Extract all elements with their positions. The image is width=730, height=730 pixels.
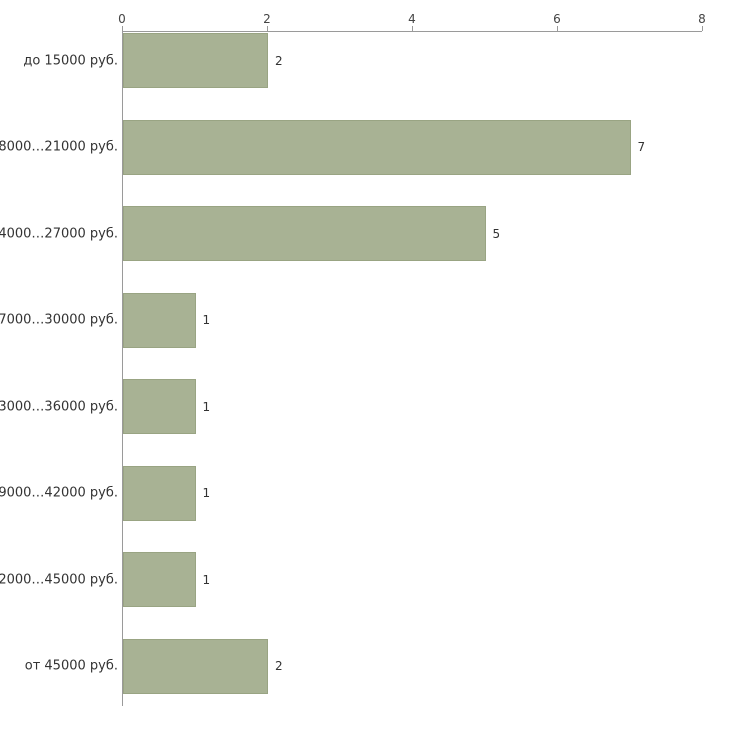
category-label: 42000…45000 руб. (0, 572, 118, 587)
value-label: 1 (202, 486, 211, 500)
value-label: 2 (275, 659, 283, 673)
value-label: 2 (275, 53, 283, 68)
x-tick-mark (122, 26, 123, 31)
plot-area (122, 31, 702, 706)
x-tick-label: 2 (263, 12, 271, 26)
x-tick-mark (267, 26, 268, 31)
x-tick-label: 6 (553, 12, 561, 26)
value-label: 7 (637, 140, 646, 154)
x-tick-label: 4 (408, 12, 416, 26)
category-label: 27000…30000 руб. (0, 312, 118, 328)
bar (123, 638, 268, 694)
x-tick-mark (702, 26, 703, 31)
value-label: 1 (202, 572, 211, 587)
x-tick-mark (557, 26, 558, 31)
bar (123, 292, 196, 348)
bar (123, 465, 196, 521)
bar (123, 552, 196, 607)
category-label: 33000…36000 руб. (0, 399, 118, 414)
category-label: 39000…42000 руб. (0, 485, 118, 501)
category-label: 24000…27000 руб. (0, 226, 118, 241)
bar (123, 33, 268, 88)
value-label: 1 (202, 313, 211, 327)
category-label: от 45000 руб. (24, 658, 118, 674)
value-label: 1 (202, 399, 211, 414)
x-tick-label: 8 (698, 12, 706, 26)
bar (123, 379, 196, 434)
bar (123, 119, 631, 175)
x-tick-label: 0 (118, 12, 126, 26)
value-label: 5 (492, 226, 501, 241)
bar (123, 206, 486, 261)
category-label: до 15000 руб. (23, 53, 118, 68)
x-tick-mark (412, 26, 413, 31)
category-label: 18000…21000 руб. (0, 139, 118, 155)
